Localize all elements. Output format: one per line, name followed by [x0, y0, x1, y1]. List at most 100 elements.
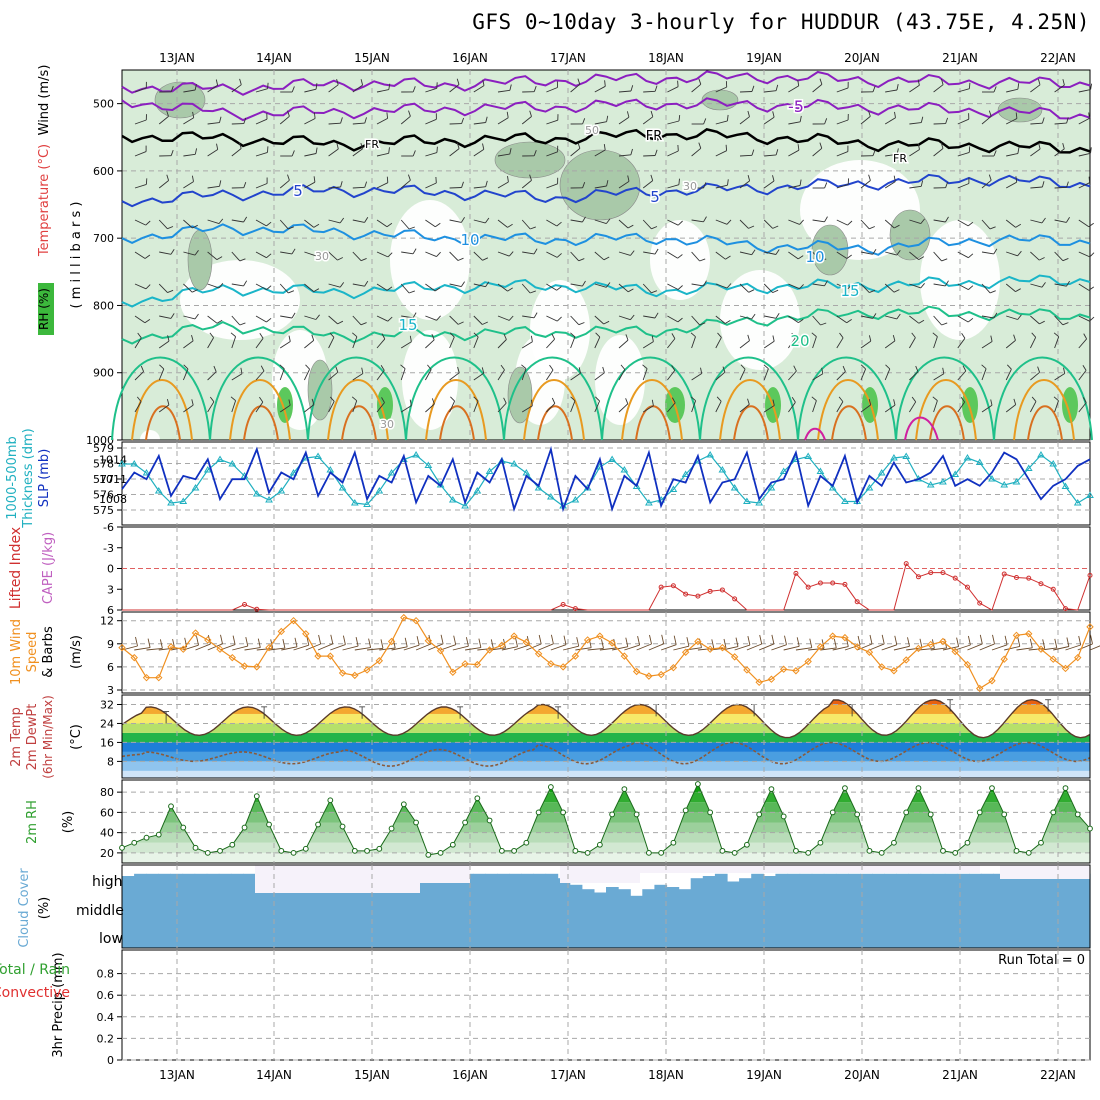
wind-barb — [812, 219, 825, 223]
wind-speed-marker — [265, 643, 273, 652]
wind-barb — [884, 181, 896, 189]
wind-speed-marker — [645, 672, 653, 680]
wind-barb-flag — [170, 313, 175, 319]
wind-barb-flag — [582, 182, 586, 188]
wind-speed-marker — [473, 660, 482, 669]
lifted-index-marker — [830, 580, 836, 586]
wind-barb-flag — [213, 365, 217, 372]
wind-speed-marker — [596, 632, 604, 640]
wind-barb-flag — [340, 117, 343, 124]
wind-barb — [836, 219, 848, 226]
wind-barb — [182, 368, 189, 381]
wind-barb-flag — [170, 149, 174, 156]
thickness-marker — [350, 499, 359, 506]
wind10m-barb — [881, 644, 897, 651]
wind-barb — [328, 283, 341, 288]
wind-barb — [739, 116, 750, 125]
cloud-bar — [158, 873, 171, 948]
wind-barb-flag — [412, 150, 416, 157]
wind-barb — [570, 400, 576, 413]
wind-barb-flag — [291, 150, 295, 157]
wind10m-barb — [134, 647, 151, 651]
thickness-marker — [1073, 499, 1082, 506]
wind-barb-flag — [361, 367, 364, 374]
wind-barb-flag — [824, 182, 828, 189]
wind-barb — [788, 337, 796, 349]
wind-barb — [957, 151, 970, 157]
wind-barb-flag — [457, 366, 460, 373]
wind-speed-marker — [681, 648, 690, 656]
wind10m-barb — [526, 643, 542, 651]
wind-barb-flag — [892, 334, 896, 342]
wind-barb — [618, 339, 629, 349]
wind-barb-flag — [798, 318, 804, 323]
wind-barb — [401, 315, 414, 319]
wind-barb-flag — [387, 316, 393, 322]
wind-barb-flag — [485, 116, 488, 123]
wind-speed-marker — [620, 652, 629, 660]
wind-barb — [1054, 315, 1064, 326]
wind10m-barb-flag — [919, 638, 923, 648]
wind-barb-flag — [1038, 143, 1041, 150]
wind-barb-flag — [360, 142, 363, 150]
wind-speed-marker — [632, 667, 641, 676]
wind-barb-flag — [872, 86, 876, 92]
wind-barb — [667, 86, 679, 93]
wind10m-axis-label-4: (m/s) — [69, 635, 84, 669]
rh2m-marker — [903, 809, 910, 816]
thickness-marker — [265, 496, 273, 503]
wind10m-barb-flag — [809, 638, 813, 648]
wind10m-barb — [955, 644, 971, 651]
thickness-marker — [485, 467, 494, 474]
wind-speed-marker — [608, 639, 616, 647]
cloud-bar — [969, 873, 982, 948]
wind-barb-flag — [500, 364, 505, 371]
wind-barb — [836, 401, 844, 413]
lifted-index-marker — [1001, 571, 1007, 577]
wind-barb-flag — [690, 332, 696, 338]
wind-barb-flag — [288, 399, 291, 406]
cloud-bar — [993, 873, 1006, 948]
wind-barb-flag — [315, 314, 320, 320]
wind-barb — [183, 219, 193, 229]
wind-barb-flag — [626, 111, 630, 118]
wind-barb — [1030, 186, 1043, 189]
isotherm-25-arch — [131, 379, 193, 441]
wind-barb — [279, 404, 291, 413]
wind-barb-flag — [329, 332, 335, 338]
rh2m-marker — [584, 849, 591, 856]
isotherm-30-arch — [439, 405, 475, 441]
wind-speed-marker — [191, 629, 200, 637]
wind-barb — [158, 283, 168, 293]
isotherm-25-arch — [327, 379, 389, 441]
date-label-top: 18JAN — [648, 51, 684, 65]
isotherm-30-arch — [635, 405, 671, 441]
wind-barb-flag — [654, 149, 658, 156]
wind-barb — [981, 115, 992, 125]
wind-barb — [473, 149, 485, 157]
wind-barb — [352, 315, 362, 326]
wind10m-barb-flag — [220, 634, 223, 644]
wind-barb — [521, 116, 532, 125]
wind-barb-flag — [748, 289, 755, 293]
wind-barb-flag — [329, 396, 335, 402]
wind10m-barb — [660, 644, 677, 651]
wind-barb-flag — [775, 149, 779, 156]
isotherm-30-arch — [1027, 405, 1063, 441]
rh2m-marker — [425, 852, 432, 858]
wind10m-barb — [342, 645, 359, 651]
rh2m-marker — [682, 807, 689, 814]
wind-speed-marker — [1012, 631, 1021, 640]
wind-barb-flag — [772, 225, 779, 229]
rh2m-tick-label: 20 — [100, 847, 114, 860]
wind-barb-flag — [267, 82, 269, 89]
wind10m-barb-flag — [857, 635, 861, 646]
wind10m-barb-flag — [232, 635, 236, 645]
rh2m-marker — [1050, 809, 1057, 816]
wind-barb — [618, 116, 630, 125]
precip-tick-label: 0.8 — [97, 968, 115, 981]
temp-axis-label-3: (6hr Min/Max) — [41, 695, 55, 779]
wind-speed-marker — [534, 650, 543, 658]
wind-barb — [1078, 338, 1087, 349]
cloud-bar — [448, 873, 462, 948]
